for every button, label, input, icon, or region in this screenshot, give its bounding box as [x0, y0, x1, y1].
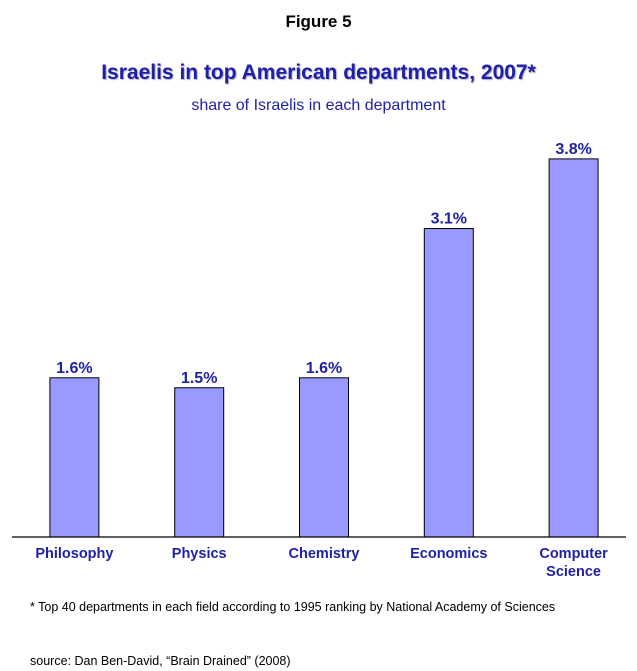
labels-layer: 1.6% 1.5% 1.6% 3.1% 3.8%	[56, 141, 592, 387]
chart-title: Israelis in top American departments, 20…	[101, 61, 536, 84]
tick-label-0: Philosophy	[35, 546, 113, 562]
chart-subtitle: share of Israelis in each department	[191, 97, 446, 114]
value-label-3: 3.1%	[431, 211, 467, 228]
bar-4	[548, 158, 599, 538]
value-label-2: 1.6%	[306, 360, 342, 377]
bar-2	[299, 377, 349, 538]
source-note: source: Dan Ben-David, “Brain Drained” (…	[30, 654, 291, 668]
figure-label: Figure 5	[285, 12, 352, 31]
value-label-1: 1.5%	[181, 370, 217, 387]
tick-label-1: Physics	[172, 546, 227, 562]
ticks-layer: Philosophy Physics Chemistry Economics Compu…	[35, 546, 608, 580]
tick-label-3: Economics	[410, 546, 487, 562]
value-label-4: 3.8%	[555, 141, 591, 158]
footnote: * Top 40 departments in each field accor…	[30, 600, 556, 614]
tick-label-4-line-1: Science	[546, 564, 601, 580]
value-label-0: 1.6%	[56, 360, 92, 377]
bar-1	[174, 387, 225, 538]
bar-0	[49, 377, 100, 538]
bars-layer	[49, 158, 599, 538]
bar-3	[423, 228, 474, 538]
tick-label-2: Chemistry	[289, 546, 360, 562]
tick-label-4-line-0: Computer	[539, 546, 608, 562]
